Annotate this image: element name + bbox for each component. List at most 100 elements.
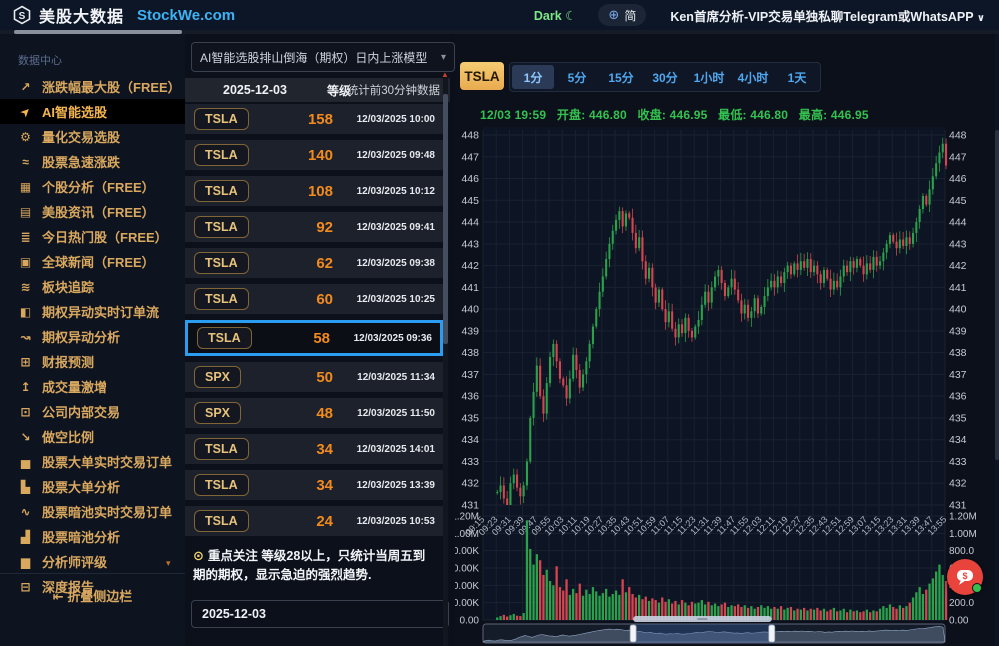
brand-link[interactable]: StockWe.com <box>137 6 236 24</box>
sidebar-item-2[interactable]: ⚙ 量化交易选股 <box>0 124 185 149</box>
sidebar-item-18[interactable]: ▟ 股票暗池分析 <box>0 524 185 549</box>
sidebar-item-label: 公司内部交易 <box>42 405 121 420</box>
ticker-badge[interactable]: TSLA <box>194 216 249 238</box>
sidebar-item-6[interactable]: ≣ 今日热门股（FREE） <box>0 224 185 249</box>
sidebar-section-title: 数据中心 <box>18 55 62 67</box>
collapse-sidebar-button[interactable]: ⇤ 折叠侧边栏 <box>52 589 133 604</box>
ticker-badge[interactable]: TSLA <box>194 144 249 166</box>
svg-text:440: 440 <box>461 304 479 316</box>
svg-text:448: 448 <box>949 130 967 142</box>
ticker-badge[interactable]: SPX <box>194 366 242 388</box>
signal-row[interactable]: TSLA 158 12/03/2025 10:00 <box>185 104 443 134</box>
page-scrollbar-thumb[interactable] <box>995 130 999 460</box>
options-flow-icon: ◧ <box>19 304 32 319</box>
sidebar-item-20[interactable]: ⊟ 深度报告 <box>0 574 185 599</box>
sidebar-item-13[interactable]: ⊡ 公司内部交易 <box>0 399 185 424</box>
sidebar-item-0[interactable]: ↗ 涨跌幅最大股（FREE） <box>0 74 185 99</box>
sidebar-item-15[interactable]: ▅ 股票大单实时交易订单 <box>0 449 185 474</box>
ticker-badge[interactable]: TSLA <box>194 108 249 130</box>
signal-time: 12/03/2025 10:25 <box>356 293 435 305</box>
sidebar-item-1[interactable]: ➤ AI智能选股 <box>0 99 185 124</box>
signal-row[interactable]: SPX 48 12/03/2025 11:50 <box>185 398 443 428</box>
timeframe-group: 1分 5分 15分 30分 1小时 4小时 1天 <box>509 62 821 92</box>
timeframe-button-3[interactable]: 30分 <box>652 70 678 85</box>
chat-bubble-button[interactable]: $ <box>947 559 983 595</box>
sidebar-item-11[interactable]: ⊞ 财报预测 <box>0 349 185 374</box>
note-text: ⊙ 重点关注 等级28以上，只统计当周五到期的期权，显示急迫的强烈趋势. <box>193 548 426 583</box>
svg-text:1.20M: 1.20M <box>949 512 977 523</box>
sidebar-item-14[interactable]: ↘ 做空比例 <box>0 424 185 449</box>
signal-row[interactable]: TSLA 34 12/03/2025 13:39 <box>185 470 443 500</box>
list-scroll-up-icon[interactable]: ▲ <box>441 70 449 79</box>
ticker-badge[interactable]: TSLA <box>194 180 249 202</box>
sidebar-item-7[interactable]: ▣ 全球新闻（FREE） <box>0 249 185 274</box>
sidebar-item-label: 今日热门股（FREE） <box>42 230 168 245</box>
ticker-badge[interactable]: TSLA <box>194 288 249 310</box>
signal-time: 12/03/2025 10:53 <box>356 515 435 527</box>
ticker-badge[interactable]: TSLA <box>194 438 249 460</box>
signal-row[interactable]: TSLA 92 12/03/2025 09:41 <box>185 212 443 242</box>
signal-row[interactable]: TSLA 108 12/03/2025 10:12 <box>185 176 443 206</box>
svg-text:447: 447 <box>461 151 479 163</box>
sidebar-item-8[interactable]: ≋ 板块追踪 <box>0 274 185 299</box>
sidebar-item-10[interactable]: ↝ 期权异动分析 <box>0 324 185 349</box>
sidebar-item-5[interactable]: ▤ 美股资讯（FREE） <box>0 199 185 224</box>
sidebar-item-4[interactable]: ▦ 个股分析（FREE） <box>0 174 185 199</box>
sidebar-item-12[interactable]: ↥ 成交量激增 <box>0 374 185 399</box>
sidebar-item-9[interactable]: ◧ 期权异动实时订单流 <box>0 299 185 324</box>
ticker-badge[interactable]: SPX <box>194 402 242 424</box>
sidebar-item-16[interactable]: ▙ 股票大单分析 <box>0 474 185 499</box>
sidebar-menu: ↗ 涨跌幅最大股（FREE） ➤ AI智能选股 ⚙ 量化交易选股 ≈ 股票急速涨跌 ▦ 个股分析（… <box>0 74 185 599</box>
ticker-badge[interactable]: TSLA <box>194 252 249 274</box>
candlestick-chart[interactable]: 448 448 447 447 446 446 445 445 444 444 443 443 442 4… <box>455 122 999 646</box>
ticker-badge[interactable]: TSLA <box>197 327 252 349</box>
signal-row[interactable]: TSLA 60 12/03/2025 10:25 <box>185 284 443 314</box>
signal-row[interactable]: TSLA 24 12/03/2025 10:53 <box>185 506 443 536</box>
navigator-handle-left[interactable] <box>629 624 637 643</box>
horizontal-scrollbar-track[interactable] <box>0 30 999 34</box>
sidebar-item-3[interactable]: ≈ 股票急速涨跌 <box>0 149 185 174</box>
svg-text:0.00K: 0.00K <box>455 546 479 557</box>
svg-text:440: 440 <box>949 304 967 316</box>
svg-text:444: 444 <box>461 217 479 229</box>
navigator-handle-right[interactable] <box>768 624 776 643</box>
signal-row[interactable]: TSLA 34 12/03/2025 14:01 <box>185 434 443 464</box>
timeframe-button-1[interactable]: 5分 <box>567 70 587 85</box>
list-scrollbar-thumb[interactable] <box>443 94 448 344</box>
model-select-dropdown[interactable]: AI智能选股排山倒海（期权）日内上涨模型 ▾ <box>191 42 455 72</box>
sidebar-scroll-down-icon[interactable]: ▾ <box>166 558 171 568</box>
symbol-tab[interactable]: TSLA <box>460 62 504 90</box>
horizontal-scrollbar-thumb[interactable] <box>14 30 182 34</box>
list-scrollbar-track[interactable] <box>443 78 448 646</box>
ticker-badge[interactable]: TSLA <box>194 474 249 496</box>
timeframe-button-6[interactable]: 1天 <box>787 70 807 85</box>
logo-icon: S <box>13 5 31 25</box>
timeframe-button-5[interactable]: 4小时 <box>737 70 769 85</box>
signal-row[interactable]: TSLA 62 12/03/2025 09:38 <box>185 248 443 278</box>
svg-text:441: 441 <box>461 282 479 294</box>
theme-toggle[interactable]: Dark ☾ <box>533 8 577 23</box>
timeframe-button-0[interactable]: 1分 <box>512 65 554 89</box>
svg-text:432: 432 <box>461 478 479 490</box>
sidebar-item-label: AI智能选股 <box>42 105 108 120</box>
sidebar-item-17[interactable]: ∿ 股票暗池实时交易订单 <box>0 499 185 524</box>
date-filter-box[interactable]: 2025-12-03 <box>191 600 449 628</box>
ticker-badge[interactable]: TSLA <box>194 510 249 532</box>
svg-text:445: 445 <box>461 195 479 207</box>
level-value: 60 <box>316 290 333 308</box>
level-value: 34 <box>316 476 333 494</box>
sidebar-item-19[interactable]: ▆ 分析师评级 <box>0 549 185 574</box>
timeframe-button-4[interactable]: 1小时 <box>693 70 725 85</box>
brand-name-cn: 美股大数据 <box>39 9 125 26</box>
svg-text:446: 446 <box>949 173 967 185</box>
vip-contact-menu[interactable]: Ken首席分析-VIP交易单独私聊Telegram或WhatsAPP ∨ <box>670 9 985 24</box>
signal-row[interactable]: TSLA 140 12/03/2025 09:48 <box>185 140 443 170</box>
signal-time: 12/03/2025 13:39 <box>356 479 435 491</box>
signal-row[interactable]: SPX 50 12/03/2025 11:34 <box>185 362 443 392</box>
signal-row-selected[interactable]: TSLA 58 12/03/2025 09:36 <box>185 320 443 356</box>
sidebar-item-label: 美股资讯（FREE） <box>42 205 155 220</box>
svg-text:436: 436 <box>949 391 967 403</box>
language-switcher[interactable]: ⊕ 简 <box>598 4 647 26</box>
sidebar-item-label: 全球新闻（FREE） <box>42 255 155 270</box>
timeframe-button-2[interactable]: 15分 <box>608 70 634 85</box>
